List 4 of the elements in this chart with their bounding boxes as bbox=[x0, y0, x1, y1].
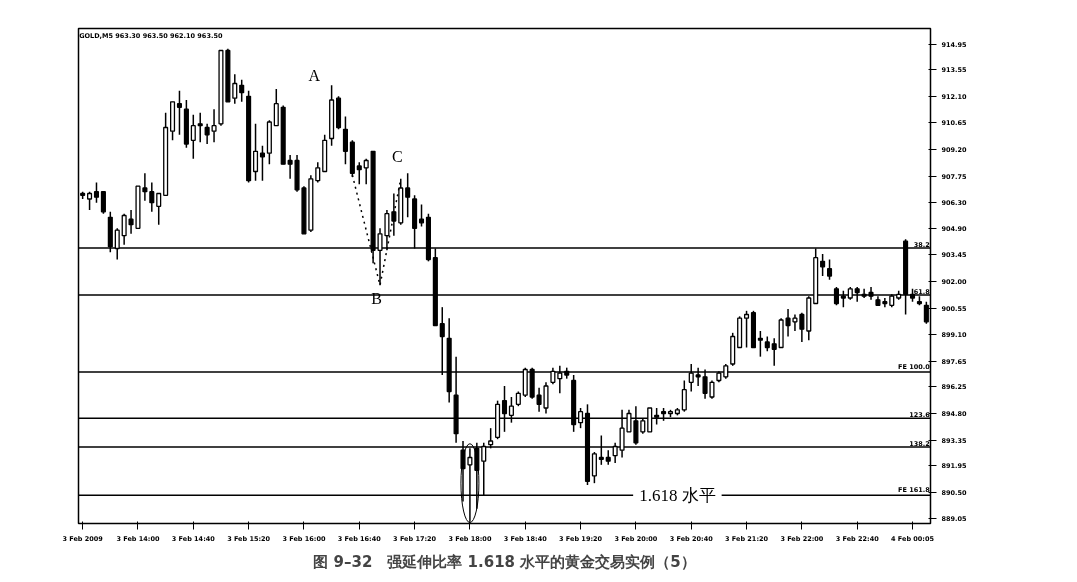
annotation: A bbox=[308, 67, 321, 84]
text: 图 9–32 强延伸比率 1.618 水平的黄金交易实例（5） bbox=[313, 552, 696, 571]
annotation: 1.618 水平 bbox=[639, 485, 716, 505]
annotation: C bbox=[391, 148, 403, 165]
